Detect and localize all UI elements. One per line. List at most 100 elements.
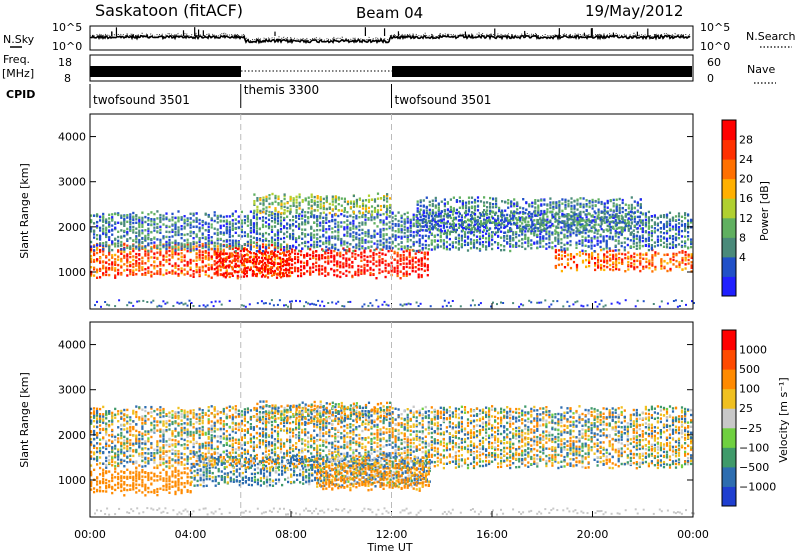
power-cell [204, 264, 207, 267]
power-cell [310, 193, 313, 196]
power-cell [96, 226, 99, 229]
power-cell [573, 213, 576, 216]
power-cell [340, 209, 343, 212]
power-cell [123, 229, 126, 233]
power-cell [96, 258, 99, 261]
power-cell [454, 223, 457, 226]
power-cell [668, 224, 672, 227]
power-cell [509, 245, 512, 248]
power-cell [260, 267, 264, 270]
power-cell [478, 226, 482, 229]
power-cell [558, 205, 561, 208]
power-cell [135, 245, 138, 248]
power-cell [431, 228, 434, 231]
power-cell [572, 229, 575, 232]
power-cell [243, 264, 246, 268]
power-cell [264, 263, 268, 267]
power-cell [597, 256, 600, 259]
power-cell [304, 220, 307, 223]
power-cell [470, 196, 474, 199]
power-cell [319, 216, 322, 220]
power-cell [421, 236, 424, 240]
power-cell [312, 266, 315, 269]
power-cell [378, 261, 381, 264]
power-cell [412, 249, 415, 252]
power-cell [150, 223, 153, 227]
power-cell [189, 246, 192, 249]
power-cell [254, 262, 257, 266]
power-cell [147, 227, 150, 230]
power-cell [319, 244, 322, 248]
power-cell [597, 258, 600, 262]
power-cell [358, 198, 361, 201]
power-cell [123, 222, 126, 226]
power-cell [129, 270, 132, 273]
power-cell [343, 221, 346, 224]
power-cell [463, 231, 467, 234]
power-cell [524, 211, 527, 215]
power-cell [403, 231, 406, 235]
power-cell [165, 224, 168, 228]
power-cell [609, 229, 612, 232]
power-cell [288, 258, 291, 262]
power-cell [372, 268, 375, 272]
power-cell [255, 246, 258, 249]
power-cell [357, 264, 360, 268]
power-cell [325, 228, 328, 231]
power-cell [90, 273, 93, 276]
power-cell [258, 271, 261, 274]
power-cell [267, 254, 271, 258]
power-cell [291, 271, 294, 274]
power-cell [605, 235, 608, 238]
power-cell [373, 235, 376, 238]
power-cell [546, 210, 549, 214]
power-cell [564, 214, 567, 218]
power-cell [680, 220, 684, 223]
power-cell [186, 241, 189, 244]
power-cell [509, 242, 512, 246]
power-cell [171, 252, 174, 255]
power-cell [522, 225, 525, 229]
power-cell [271, 201, 274, 205]
power-cell [572, 260, 576, 264]
power-cell [416, 207, 419, 210]
power-cell [470, 217, 474, 220]
power-cell [310, 233, 313, 237]
power-cell [255, 258, 258, 261]
power-cell [336, 269, 339, 272]
power-cell [402, 253, 405, 257]
power-cell [195, 220, 198, 223]
power-cell [420, 264, 423, 267]
power-cell [213, 250, 216, 253]
power-cell [488, 216, 491, 219]
power-cell [361, 202, 365, 205]
power-cell [635, 241, 638, 245]
power-cell [516, 221, 519, 224]
power-cell [644, 239, 647, 243]
power-cell [132, 258, 135, 262]
power-cell [415, 249, 418, 253]
power-cell [165, 260, 168, 263]
power-cell [129, 213, 132, 216]
power-cell [141, 225, 144, 228]
power-cell [467, 227, 471, 231]
power-cell [378, 271, 381, 274]
power-cell [225, 229, 228, 232]
power-cell [328, 240, 331, 244]
power-cell [597, 208, 600, 211]
power-cell [249, 235, 252, 238]
power-cell [129, 219, 132, 222]
power-cell [276, 256, 280, 259]
power-cell [391, 233, 394, 236]
power-cell [516, 208, 519, 211]
power-cell [153, 264, 156, 268]
power-cell [590, 244, 593, 247]
power-cell [322, 249, 325, 252]
power-cell [690, 261, 693, 264]
power-cell [313, 221, 316, 224]
power-cell [650, 248, 653, 251]
beam-title: Beam 04 [356, 4, 423, 22]
power-cell [192, 212, 195, 215]
power-cell [225, 225, 228, 229]
power-cell [525, 216, 528, 219]
